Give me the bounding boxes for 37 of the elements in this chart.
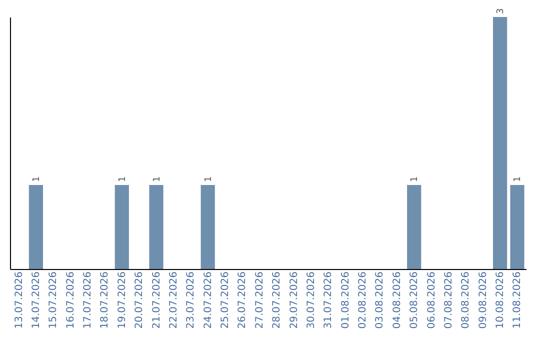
x-tick-label: 27.07.2026 — [254, 272, 266, 329]
x-tick-label: 11.08.2026 — [512, 272, 524, 329]
data-label: 1 — [32, 176, 42, 182]
x-tick-label: 01.08.2026 — [340, 272, 352, 329]
x-tick-label: 23.07.2026 — [186, 272, 197, 329]
x-tick-label: 24.07.2026 — [202, 272, 214, 329]
data-label: 1 — [152, 176, 162, 182]
x-tick-label: 13.07.2026 — [14, 272, 25, 329]
x-tick-label: 25.07.2026 — [220, 272, 232, 329]
x-tick-label: 04.08.2026 — [392, 272, 403, 329]
x-tick-label: 20.07.2026 — [134, 272, 146, 329]
x-tick-label: 07.08.2026 — [443, 272, 454, 329]
x-tick-label: 10.08.2026 — [495, 272, 506, 329]
x-tick-label: 29.07.2026 — [288, 272, 300, 329]
data-label: 1 — [204, 176, 214, 182]
x-tick-label: 05.08.2026 — [409, 272, 420, 329]
x-tick-label: 09.08.2026 — [478, 272, 489, 329]
x-tick-label: 02.08.2026 — [358, 272, 369, 329]
x-tick-label: 14.07.2026 — [30, 272, 42, 329]
data-label: 1 — [513, 176, 524, 182]
x-tick-label: 30.07.2026 — [306, 272, 317, 329]
x-tick-label: 18.07.2026 — [100, 272, 111, 329]
x-tick-label: 19.07.2026 — [116, 272, 128, 329]
x-tick-label: 15.07.2026 — [48, 272, 60, 329]
x-tick-label: 28.07.2026 — [272, 272, 283, 329]
x-tick-label: 21.07.2026 — [151, 272, 162, 329]
data-label: 1 — [410, 176, 420, 182]
x-tick-label: 08.08.2026 — [460, 272, 472, 329]
data-label: 1 — [118, 176, 128, 182]
data-label: 3 — [496, 8, 506, 14]
x-tick-label: 17.07.2026 — [82, 272, 94, 329]
x-tick-label: 06.08.2026 — [426, 272, 438, 329]
x-tick-label: 22.07.2026 — [168, 272, 180, 329]
x-tick-label: 03.08.2026 — [374, 272, 386, 329]
x-tick-label: 31.07.2026 — [323, 272, 334, 329]
x-tick-label: 16.07.2026 — [65, 272, 76, 329]
x-tick-label: 26.07.2026 — [237, 272, 248, 329]
